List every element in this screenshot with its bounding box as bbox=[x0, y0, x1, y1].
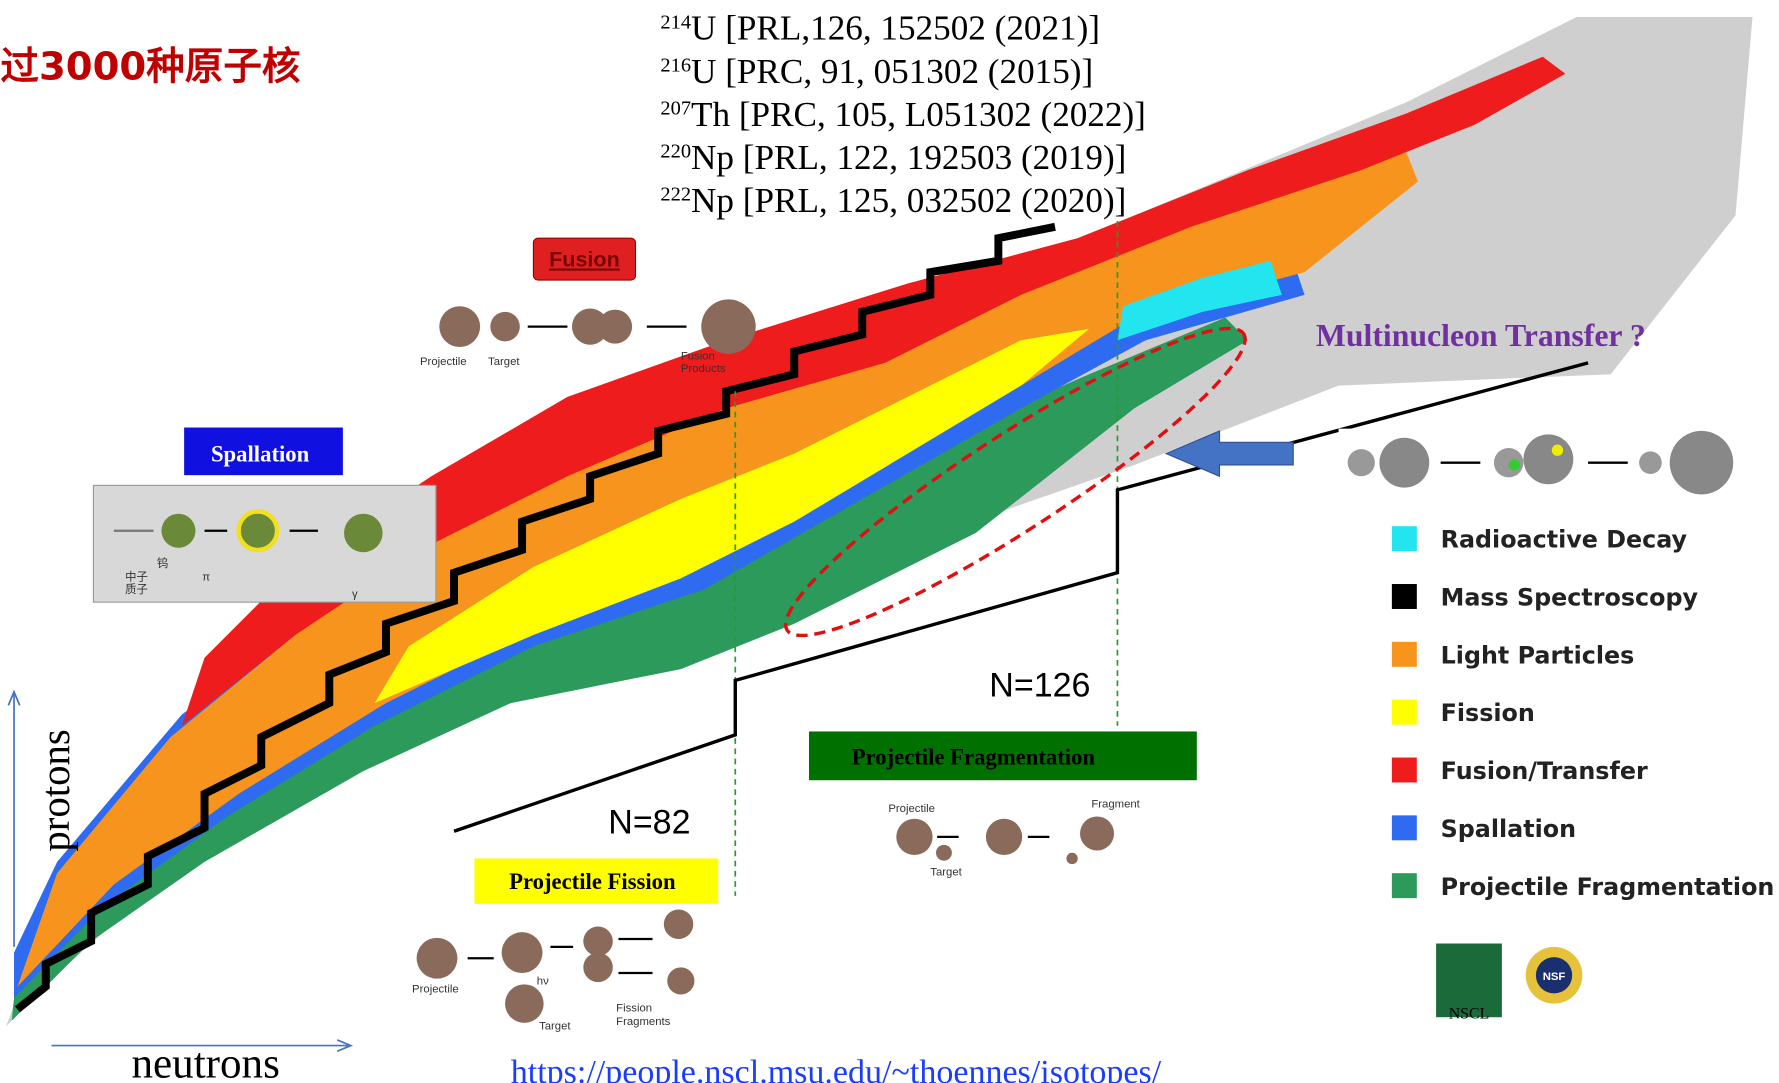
spallation-icons bbox=[113, 509, 383, 553]
mass: 216 bbox=[660, 54, 691, 76]
reference: 216U [PRC, 91, 051302 (2015)] bbox=[660, 52, 1093, 91]
yellow-region bbox=[374, 328, 1090, 704]
label: Projectile bbox=[420, 356, 467, 368]
fragmentation-label: Projectile Fragmentation bbox=[852, 744, 1096, 769]
label: Fission bbox=[616, 1003, 652, 1015]
label: hν bbox=[537, 975, 549, 987]
title: 过3000种原子核 bbox=[0, 44, 300, 89]
fusion-box bbox=[532, 237, 637, 281]
y-arrowhead bbox=[7, 689, 21, 706]
mass: 214 bbox=[660, 11, 691, 33]
label: Projectile bbox=[888, 803, 935, 815]
label: Target bbox=[488, 356, 520, 368]
label: 中子 bbox=[125, 571, 148, 584]
legend-swatch bbox=[1391, 757, 1417, 783]
logos: NSCL NSF bbox=[1436, 943, 1583, 1022]
legend-swatch bbox=[1391, 526, 1417, 552]
n82-label: N=82 bbox=[608, 804, 690, 842]
x-axis-label: neutrons bbox=[131, 1040, 279, 1083]
label: Target bbox=[930, 866, 962, 878]
cyan-region bbox=[1117, 260, 1282, 341]
legend-label: Spallation bbox=[1441, 815, 1576, 843]
label: Products bbox=[681, 363, 726, 375]
legend-label: Fission bbox=[1441, 699, 1535, 727]
fragmentation-diagram bbox=[896, 816, 1115, 865]
legend-swatch bbox=[1391, 873, 1417, 899]
ref-text: Np [PRL, 122, 192503 (2019)] bbox=[691, 138, 1126, 177]
legend-label: Light Particles bbox=[1441, 641, 1635, 669]
spallation-box bbox=[184, 427, 343, 476]
nsf-logo: NSF bbox=[1543, 971, 1566, 983]
legend-swatch bbox=[1391, 584, 1417, 609]
y-axis-label: protons bbox=[33, 729, 78, 851]
mass: 207 bbox=[660, 98, 691, 120]
label: Target bbox=[539, 1021, 571, 1033]
ref-text: U [PRL,126, 152502 (2021)] bbox=[691, 9, 1100, 48]
reference: 222Np [PRL, 125, 032502 (2020)] bbox=[660, 181, 1126, 220]
legend-swatch bbox=[1391, 699, 1417, 725]
fragmentation-box bbox=[808, 731, 1197, 781]
mnt-region bbox=[783, 326, 1247, 638]
fusion-diagram bbox=[439, 299, 756, 354]
label: Fusion bbox=[681, 350, 715, 362]
mass: 220 bbox=[660, 141, 691, 163]
references: 214U [PRL,126, 152502 (2021)] 216U [PRC,… bbox=[660, 9, 1145, 220]
green-region bbox=[11, 317, 1248, 1021]
reference: 207Th [PRC, 105, L051302 (2022)] bbox=[660, 95, 1145, 134]
drip-line bbox=[453, 361, 1589, 833]
legend-label: Mass Spectroscopy bbox=[1441, 584, 1699, 612]
fission-label: Projectile Fission bbox=[509, 869, 676, 894]
legend-swatch bbox=[1391, 641, 1417, 667]
fusion-label: Fusion bbox=[549, 247, 620, 271]
fission-box bbox=[474, 858, 719, 904]
arrow bbox=[1164, 430, 1294, 478]
label: Projectile bbox=[412, 983, 459, 995]
label: Fragment bbox=[1091, 798, 1140, 810]
label: 质子 bbox=[125, 583, 148, 596]
reference: 214U [PRL,126, 152502 (2021)] bbox=[660, 9, 1100, 48]
ref-text: Th [PRC, 105, L051302 (2022)] bbox=[691, 95, 1146, 134]
label: 钨 bbox=[157, 557, 168, 570]
legend: Radioactive Decay Mass Spectroscopy Light … bbox=[1391, 526, 1775, 901]
label: Fragments bbox=[616, 1016, 670, 1028]
source-link[interactable]: https://people.nscl.msu.edu/~thoennes/is… bbox=[511, 1054, 1162, 1083]
label: π bbox=[202, 572, 210, 584]
nscl-logo: NSCL bbox=[1449, 1005, 1490, 1022]
legend-swatch bbox=[1391, 815, 1417, 841]
legend-label: Projectile Fragmentation bbox=[1441, 873, 1775, 901]
legend-label: Fusion/Transfer bbox=[1441, 757, 1648, 785]
fission-diagram bbox=[416, 909, 695, 1023]
reference: 220Np [PRL, 122, 192503 (2019)] bbox=[660, 138, 1126, 177]
stable-line bbox=[14, 222, 1056, 1013]
mnt-diagram bbox=[1338, 428, 1742, 497]
mass: 222 bbox=[660, 184, 691, 206]
legend-label: Radioactive Decay bbox=[1441, 526, 1688, 554]
mnt-label: Multinucleon Transfer ? bbox=[1316, 318, 1646, 353]
ref-text: U [PRC, 91, 051302 (2015)] bbox=[691, 52, 1093, 91]
ref-text: Np [PRL, 125, 032502 (2020)] bbox=[691, 181, 1126, 220]
label: γ bbox=[352, 589, 358, 601]
n126-label: N=126 bbox=[989, 666, 1090, 704]
spallation-label: Spallation bbox=[211, 442, 310, 467]
x-arrowhead bbox=[336, 1039, 354, 1053]
red-region bbox=[181, 56, 1566, 726]
